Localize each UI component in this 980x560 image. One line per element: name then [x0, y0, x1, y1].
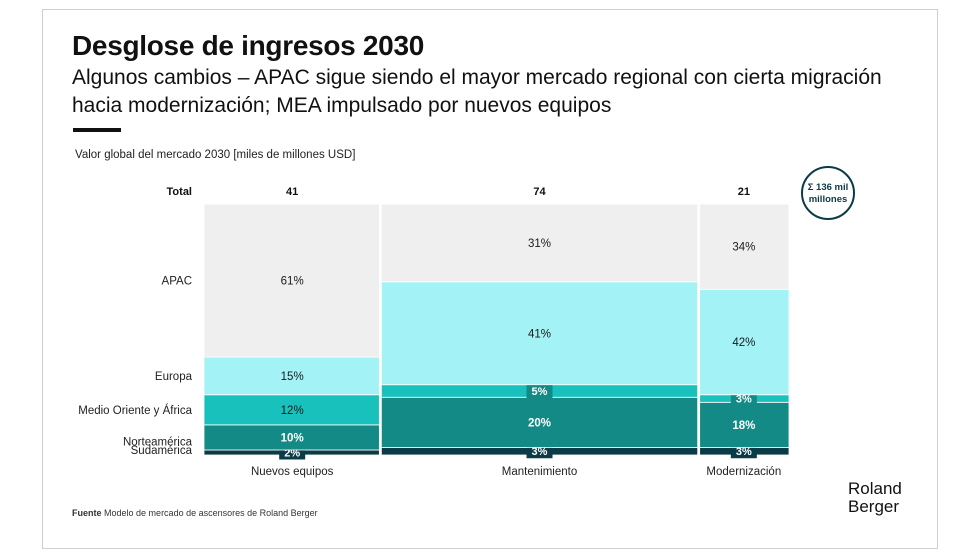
data-label-europa-modernizacion: 42%: [732, 337, 755, 349]
bar-segment-norteamerica-mantenimiento: [380, 396, 699, 448]
bar-segment-norteamerica-modernizacion: [699, 401, 790, 448]
data-label-sudamerica-modernizacion: 3%: [736, 446, 752, 458]
data-label-medio-oriente-y-africa-nuevos-equipos: 12%: [281, 405, 304, 417]
total-badge-circle: [801, 166, 855, 220]
column-total-modernizacion: 21: [738, 186, 750, 198]
data-label-bg-medio-oriente-y-africa-mantenimiento: [526, 383, 553, 398]
x-tick-label-nuevos-equipos: Nuevos equipos: [251, 466, 334, 478]
source-note: Fuente Modelo de mercado de ascensores d…: [72, 508, 318, 518]
logo-line-1: Roland: [848, 479, 902, 498]
data-label-sudamerica-mantenimiento: 3%: [532, 446, 548, 458]
total-row-label: Total: [167, 186, 192, 198]
bar-segment-apac-nuevos-equipos: [203, 203, 380, 358]
series-label-sudamerica: Sudamérica: [131, 445, 193, 457]
source-text: Modelo de mercado de ascensores de Rolan…: [104, 508, 318, 518]
slide-frame: [42, 9, 938, 549]
data-label-norteamerica-modernizacion: 18%: [732, 420, 755, 432]
series-label-apac: APAC: [162, 276, 192, 288]
x-tick-label-mantenimiento: Mantenimiento: [502, 466, 577, 478]
data-label-norteamerica-nuevos-equipos: 10%: [281, 432, 304, 444]
page-subtitle: Algunos cambios – APAC sigue siendo el m…: [72, 66, 882, 117]
bar-segment-apac-modernizacion: [699, 203, 790, 290]
data-label-europa-mantenimiento: 41%: [528, 328, 551, 340]
bar-segment-europa-mantenimiento: [380, 281, 699, 386]
data-label-medio-oriente-y-africa-mantenimiento: 5%: [532, 386, 548, 398]
data-label-apac-nuevos-equipos: 61%: [281, 276, 304, 288]
column-total-mantenimiento: 74: [533, 186, 546, 198]
column-total-nuevos-equipos: 41: [286, 186, 298, 198]
total-badge-line-2: millones: [809, 194, 848, 205]
series-label-norteamerica: Norteamérica: [123, 436, 193, 448]
bar-segment-medio-oriente-y-africa-nuevos-equipos: [203, 394, 380, 426]
total-badge-line-1: Σ 136 mil: [808, 182, 849, 193]
bar-segment-europa-modernizacion: [699, 288, 790, 396]
page-title: Desglose de ingresos 2030: [72, 30, 425, 61]
logo-line-2: Berger: [848, 497, 900, 516]
series-label-europa: Europa: [155, 371, 193, 383]
source-label: Fuente: [72, 508, 102, 518]
series-label-medio-oriente-y-africa: Medio Oriente y África: [78, 404, 192, 417]
title-rule: [73, 128, 121, 132]
data-label-apac-modernizacion: 34%: [732, 242, 755, 254]
data-label-europa-nuevos-equipos: 15%: [281, 371, 304, 383]
roland-berger-logo: Roland Berger: [848, 480, 902, 516]
data-label-apac-mantenimiento: 31%: [528, 238, 551, 250]
data-label-norteamerica-mantenimiento: 20%: [528, 417, 551, 429]
bar-segment-norteamerica-nuevos-equipos: [203, 424, 380, 451]
data-label-sudamerica-nuevos-equipos: 2%: [284, 447, 300, 459]
y-axis-label: Valor global del mercado 2030 [miles de …: [75, 149, 355, 161]
bar-segment-europa-nuevos-equipos: [203, 356, 380, 396]
bar-segment-apac-mantenimiento: [380, 203, 699, 283]
data-label-medio-oriente-y-africa-modernizacion: 3%: [736, 394, 752, 406]
x-tick-label-modernizacion: Modernización: [706, 466, 781, 478]
